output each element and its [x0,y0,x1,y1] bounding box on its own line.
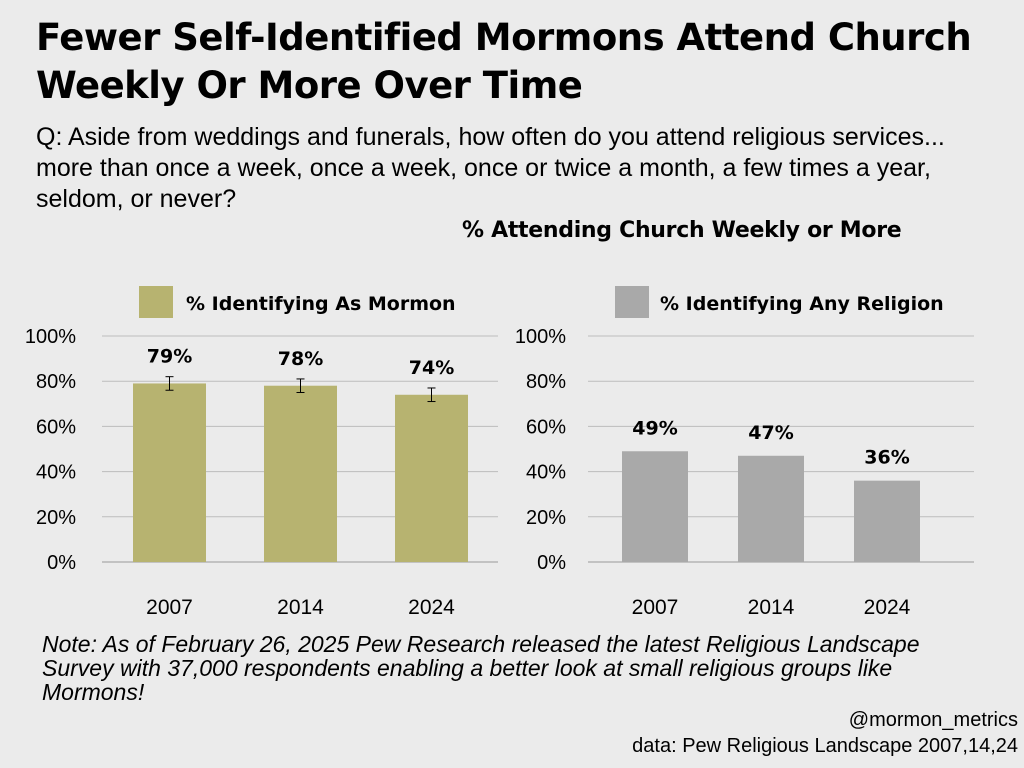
data-label: 74% [409,357,454,379]
note-text: Note: As of February 26, 2025 Pew Resear… [42,631,920,705]
y-tick-label: 60% [526,416,566,438]
bar [395,394,468,562]
legend-swatch [615,286,649,318]
legend-swatch [139,286,173,318]
y-tick-label: 60% [36,416,76,438]
chart-subtitle: % Attending Church Weekly or More [462,218,902,243]
y-tick-label: 0% [537,552,566,574]
y-tick-label: 80% [36,371,76,393]
survey-question: Q: Aside from weddings and funerals, how… [36,123,945,213]
author-handle: @mormon_metrics [848,709,1018,731]
legend-label: % Identifying Any Religion [660,293,944,315]
x-tick-label: 2024 [408,596,455,619]
data-label: 49% [632,417,677,439]
y-tick-label: 20% [526,507,566,529]
x-tick-label: 2007 [146,596,193,619]
x-tick-label: 2007 [632,596,679,619]
x-tick-label: 2014 [277,596,324,619]
bar [133,383,206,562]
bar [264,385,337,562]
y-tick-label: 100% [25,326,76,348]
chart-title: Fewer Self-Identified Mormons Attend Chu… [36,16,972,107]
x-tick-label: 2014 [748,596,795,619]
bar [738,455,804,562]
y-tick-label: 0% [47,552,76,574]
y-tick-label: 80% [526,371,566,393]
data-label: 47% [748,422,793,444]
bar [622,451,688,562]
legend-label: % Identifying As Mormon [186,293,456,315]
data-source: data: Pew Religious Landscape 2007,14,24 [632,735,1018,757]
y-tick-label: 40% [526,462,566,484]
y-tick-label: 40% [36,462,76,484]
bar [854,480,920,562]
x-tick-label: 2024 [864,596,911,619]
data-label: 79% [147,346,192,368]
data-label: 36% [864,447,909,469]
y-tick-label: 100% [515,326,566,348]
y-tick-label: 20% [36,507,76,529]
data-label: 78% [278,348,323,370]
